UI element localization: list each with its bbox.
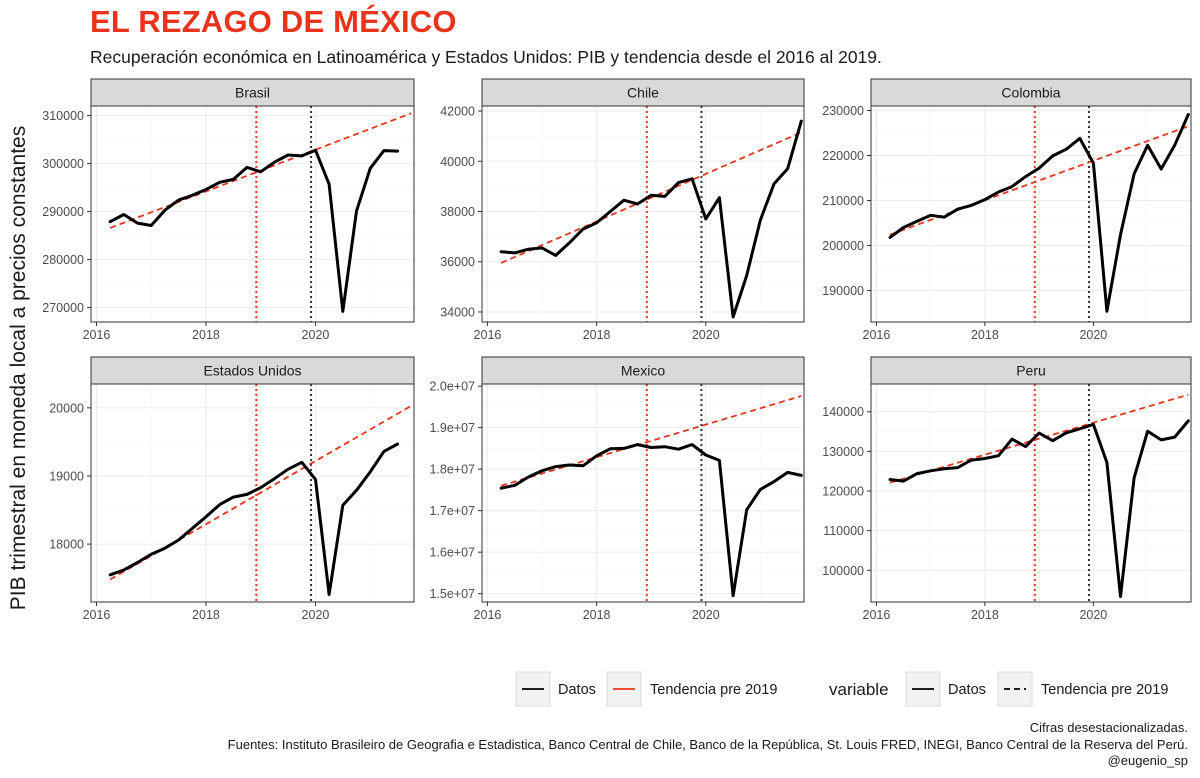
series-trend-line	[500, 395, 802, 487]
panel-peru: Peru 100000 110000 120000 130000 140000 2016 20…	[822, 356, 1192, 622]
y-tick-label: 110000	[823, 524, 864, 538]
caption-author: @eugenio_sp	[1107, 753, 1188, 768]
panel-strip	[90, 78, 415, 107]
panel-chile: Chile 34000 36000 38000 40000 42000 2016 2018 20…	[440, 78, 805, 342]
y-tick-label: 1.6e+07	[429, 546, 475, 560]
y-tick-label: 40000	[440, 155, 475, 169]
y-tick-label: 210000	[822, 194, 864, 208]
x-tick-label: 2020	[1079, 608, 1107, 622]
series-data-line	[108, 442, 400, 596]
panel-mexico: Mexico 1.5e+07 1.6e+07 1.7e+07 1.8e+07 1.9e+0…	[429, 356, 805, 622]
panel-title: Mexico	[621, 363, 666, 379]
plot-background	[871, 106, 1191, 322]
caption-note: Cifras desestacionalizadas.	[1029, 720, 1188, 735]
plot-border	[481, 105, 805, 323]
legend: Datos Tendencia pre 2019 variable Datos Tend…	[515, 671, 1168, 707]
series-data-line	[888, 419, 1190, 598]
panel-brasil: Brasil 270000 280000 290000 300000 310000 2016…	[42, 78, 415, 342]
x-tick-label: 2018	[192, 608, 220, 622]
y-tick-label: 310000	[42, 109, 84, 123]
y-tick-label: 1.7e+07	[429, 504, 475, 518]
plot-border	[90, 383, 415, 603]
y-tick-label: 1.8e+07	[429, 463, 475, 477]
x-tick-label: 2020	[302, 328, 330, 342]
plot-border	[870, 383, 1192, 603]
y-tick-label: 2.0e+07	[429, 380, 475, 394]
series-trend-line	[500, 131, 802, 264]
x-tick-label: 2016	[474, 328, 502, 342]
y-tick-label: 140000	[822, 405, 864, 419]
y-tick-label: 290000	[42, 205, 84, 219]
y-tick-label: 200000	[822, 239, 864, 253]
y-tick-label: 280000	[42, 253, 84, 267]
legend-right-title: variable	[829, 680, 889, 699]
x-tick-label: 2020	[1079, 328, 1107, 342]
y-tick-label: 120000	[822, 485, 864, 499]
panel-title: Peru	[1016, 363, 1046, 379]
y-tick-label: 42000	[440, 105, 475, 119]
y-tick-label: 1.5e+07	[429, 587, 475, 601]
x-tick-label: 2018	[971, 608, 999, 622]
series-data-line	[108, 148, 400, 313]
plot-border	[90, 105, 415, 323]
plot-background	[91, 106, 414, 322]
panel-title: Colombia	[1001, 85, 1060, 101]
y-tick-label: 100000	[822, 564, 864, 578]
y-tick-label: 34000	[440, 305, 475, 319]
caption: Cifras desestacionalizadas. Fuentes: Ins…	[228, 720, 1188, 770]
x-tick-label: 2020	[692, 328, 720, 342]
y-tick-label: 19000	[49, 469, 84, 483]
panel-strip	[870, 356, 1192, 385]
y-tick-label: 130000	[822, 445, 864, 459]
panel-strip	[481, 78, 805, 107]
plot-border	[870, 105, 1192, 323]
y-tick-label: 300000	[42, 157, 84, 171]
y-tick-label: 270000	[42, 301, 84, 315]
panel-colombia: Colombia 190000 200000 210000 220000 230000 20…	[822, 78, 1192, 342]
y-tick-label: 18000	[49, 538, 84, 552]
x-tick-label: 2016	[83, 608, 111, 622]
x-tick-label: 2018	[971, 328, 999, 342]
legend-left-datos-label: Datos	[558, 682, 596, 698]
legend-left-tendencia-label: Tendencia pre 2019	[650, 682, 777, 698]
x-tick-label: 2018	[192, 328, 220, 342]
legend-right-datos-label: Datos	[948, 682, 986, 698]
panel-estados-unidos: Estados Unidos 18000 19000 20000 2016 2018 202…	[49, 356, 415, 622]
series-data-line	[888, 113, 1190, 313]
panel-title: Estados Unidos	[203, 363, 301, 379]
y-tick-label: 20000	[49, 401, 84, 415]
plot-background	[482, 106, 804, 322]
legend-right-tendencia-label: Tendencia pre 2019	[1041, 682, 1168, 698]
plot-border	[481, 383, 805, 603]
x-tick-label: 2016	[474, 608, 502, 622]
y-tick-label: 36000	[440, 255, 475, 269]
y-axis-title: PIB trimestral en moneda local a precios…	[7, 126, 30, 610]
x-tick-label: 2016	[863, 328, 891, 342]
panel-title: Brasil	[235, 85, 270, 101]
x-tick-label: 2020	[302, 608, 330, 622]
series-data-line	[499, 119, 803, 319]
series-data-line	[499, 443, 803, 598]
x-tick-label: 2020	[692, 608, 720, 622]
x-tick-label: 2016	[863, 608, 891, 622]
y-tick-label: 190000	[822, 284, 864, 298]
series-trend-line	[109, 405, 412, 581]
y-tick-label: 230000	[822, 104, 864, 118]
caption-sources: Fuentes: Instituto Brasileiro de Geograf…	[227, 736, 1188, 752]
panel-title: Chile	[627, 85, 659, 101]
x-tick-label: 2018	[583, 608, 611, 622]
x-tick-label: 2016	[83, 328, 111, 342]
y-tick-label: 1.9e+07	[429, 421, 475, 435]
y-tick-label: 38000	[440, 205, 475, 219]
page-subtitle: Recuperación económica en Latinoamérica …	[90, 47, 882, 67]
plot-background	[871, 384, 1191, 602]
y-tick-label: 220000	[822, 149, 864, 163]
page-title: EL REZAGO DE MÉXICO	[90, 4, 457, 39]
plot-background	[482, 384, 804, 602]
x-tick-label: 2018	[583, 328, 611, 342]
panel-strip	[90, 356, 415, 385]
